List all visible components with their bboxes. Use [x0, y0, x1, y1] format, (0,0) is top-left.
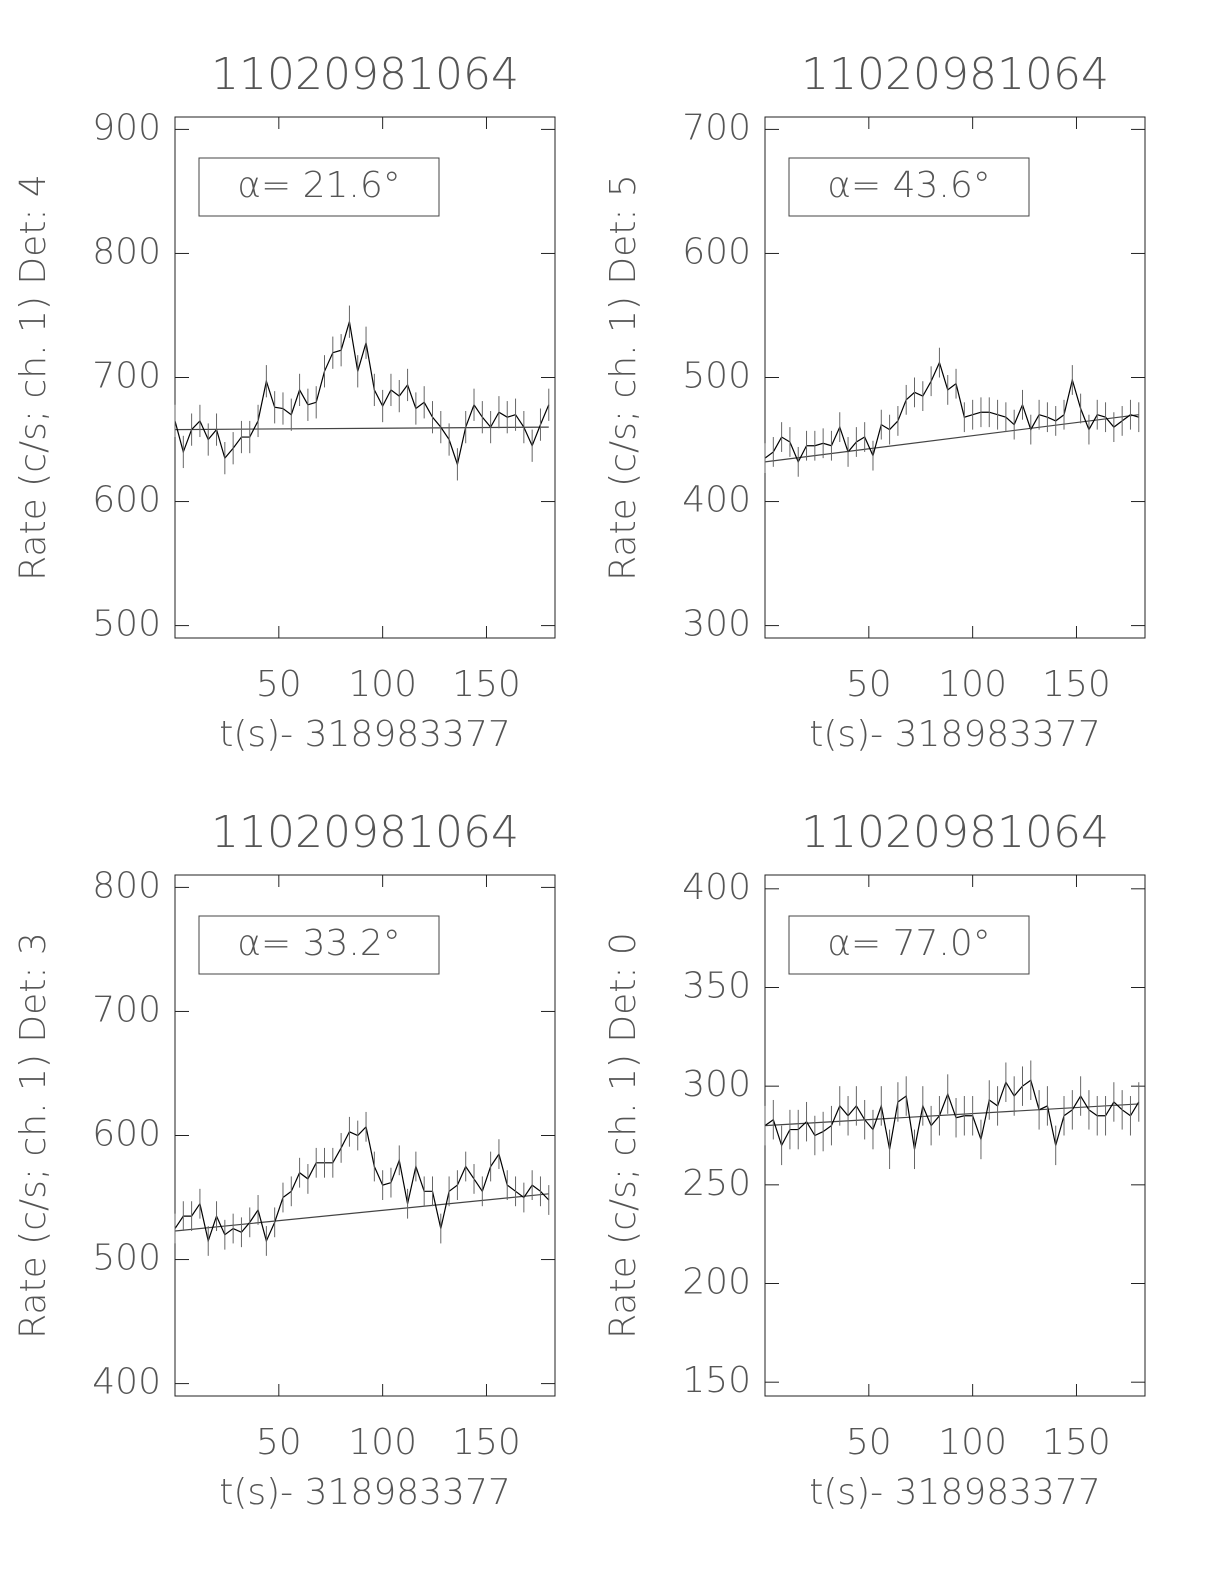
- data-line: [174, 321, 550, 467]
- panel-title: 11020981064: [211, 49, 519, 100]
- y-tick-label: 500: [92, 604, 161, 645]
- y-tick-label: 700: [682, 107, 751, 148]
- panel: 11020981064 50 100 150 500 600 700 800 900 t(s)- …: [13, 49, 556, 755]
- x-axis-label: t(s)- 318983377: [219, 714, 511, 755]
- y-tick-label: 800: [92, 865, 161, 906]
- annotation-box: [788, 157, 1030, 217]
- y-tick-label: 600: [92, 1114, 161, 1155]
- y-tick-label: 900: [92, 107, 161, 148]
- y-tick-label: 250: [682, 1163, 751, 1204]
- y-tick-label: 400: [682, 867, 751, 908]
- panel: 11020981064 50 100 150 150 200 250 300 350 400 t(s…: [603, 807, 1146, 1513]
- y-tick-label: 200: [682, 1262, 751, 1303]
- x-tick-label: 100: [348, 664, 417, 705]
- panel-title: 11020981064: [211, 807, 519, 858]
- y-tick-label: 150: [682, 1360, 751, 1401]
- fit-line: [764, 414, 1139, 463]
- annotation-box: [198, 915, 440, 975]
- y-tick-label: 700: [92, 356, 161, 397]
- y-tick-label: 300: [682, 1064, 751, 1105]
- fit-line: [764, 1103, 1139, 1127]
- x-tick-label: 50: [256, 1422, 302, 1463]
- y-axis-label: Rate (c/s; ch. 1) Det: 4: [13, 174, 54, 581]
- panel-title: 11020981064: [801, 807, 1109, 858]
- y-tick-label: 350: [682, 965, 751, 1006]
- y-tick-label: 600: [682, 231, 751, 272]
- x-tick-label: 50: [846, 664, 892, 705]
- x-tick-label: 150: [452, 1422, 521, 1463]
- panel-title: 11020981064: [801, 49, 1109, 100]
- y-tick-label: 400: [682, 480, 751, 521]
- data-line: [174, 1125, 550, 1244]
- x-tick-label: 50: [846, 1422, 892, 1463]
- annotation-box: [788, 915, 1030, 975]
- x-tick-label: 150: [1042, 1422, 1111, 1463]
- annotation: α= 43.6°: [827, 165, 991, 206]
- x-axis-label: t(s)- 318983377: [219, 1472, 511, 1513]
- x-axis-label: t(s)- 318983377: [809, 714, 1101, 755]
- panel: 11020981064 50 100 150 400 500 600 700 800 t(s)- …: [13, 807, 556, 1513]
- x-tick-label: 150: [452, 664, 521, 705]
- annotation: α= 77.0°: [827, 923, 991, 964]
- y-axis-label: Rate (c/s; ch. 1) Det: 0: [603, 932, 644, 1339]
- annotation: α= 33.2°: [237, 923, 401, 964]
- x-axis-label: t(s)- 318983377: [809, 1472, 1101, 1513]
- x-tick-label: 50: [256, 664, 302, 705]
- x-tick-label: 150: [1042, 664, 1111, 705]
- x-tick-label: 100: [348, 1422, 417, 1463]
- data-line: [764, 1079, 1140, 1150]
- y-tick-label: 700: [92, 989, 161, 1030]
- fit-line: [174, 1193, 549, 1232]
- annotation-box: [198, 157, 440, 217]
- y-axis-label: Rate (c/s; ch. 1) Det: 3: [13, 932, 54, 1339]
- fit-line: [174, 426, 549, 431]
- y-tick-label: 500: [682, 356, 751, 397]
- y-tick-label: 600: [92, 480, 161, 521]
- y-tick-label: 500: [92, 1238, 161, 1279]
- y-tick-label: 300: [682, 604, 751, 645]
- x-tick-label: 100: [938, 1422, 1007, 1463]
- y-tick-label: 800: [92, 231, 161, 272]
- annotation: α= 21.6°: [237, 165, 401, 206]
- y-tick-label: 400: [92, 1362, 161, 1403]
- data-line: [764, 360, 1139, 464]
- panel: 11020981064 50 100 150 300 400 500 600 700 t(s)- …: [603, 49, 1146, 755]
- x-tick-label: 100: [938, 664, 1007, 705]
- y-axis-label: Rate (c/s; ch. 1) Det: 5: [603, 174, 644, 581]
